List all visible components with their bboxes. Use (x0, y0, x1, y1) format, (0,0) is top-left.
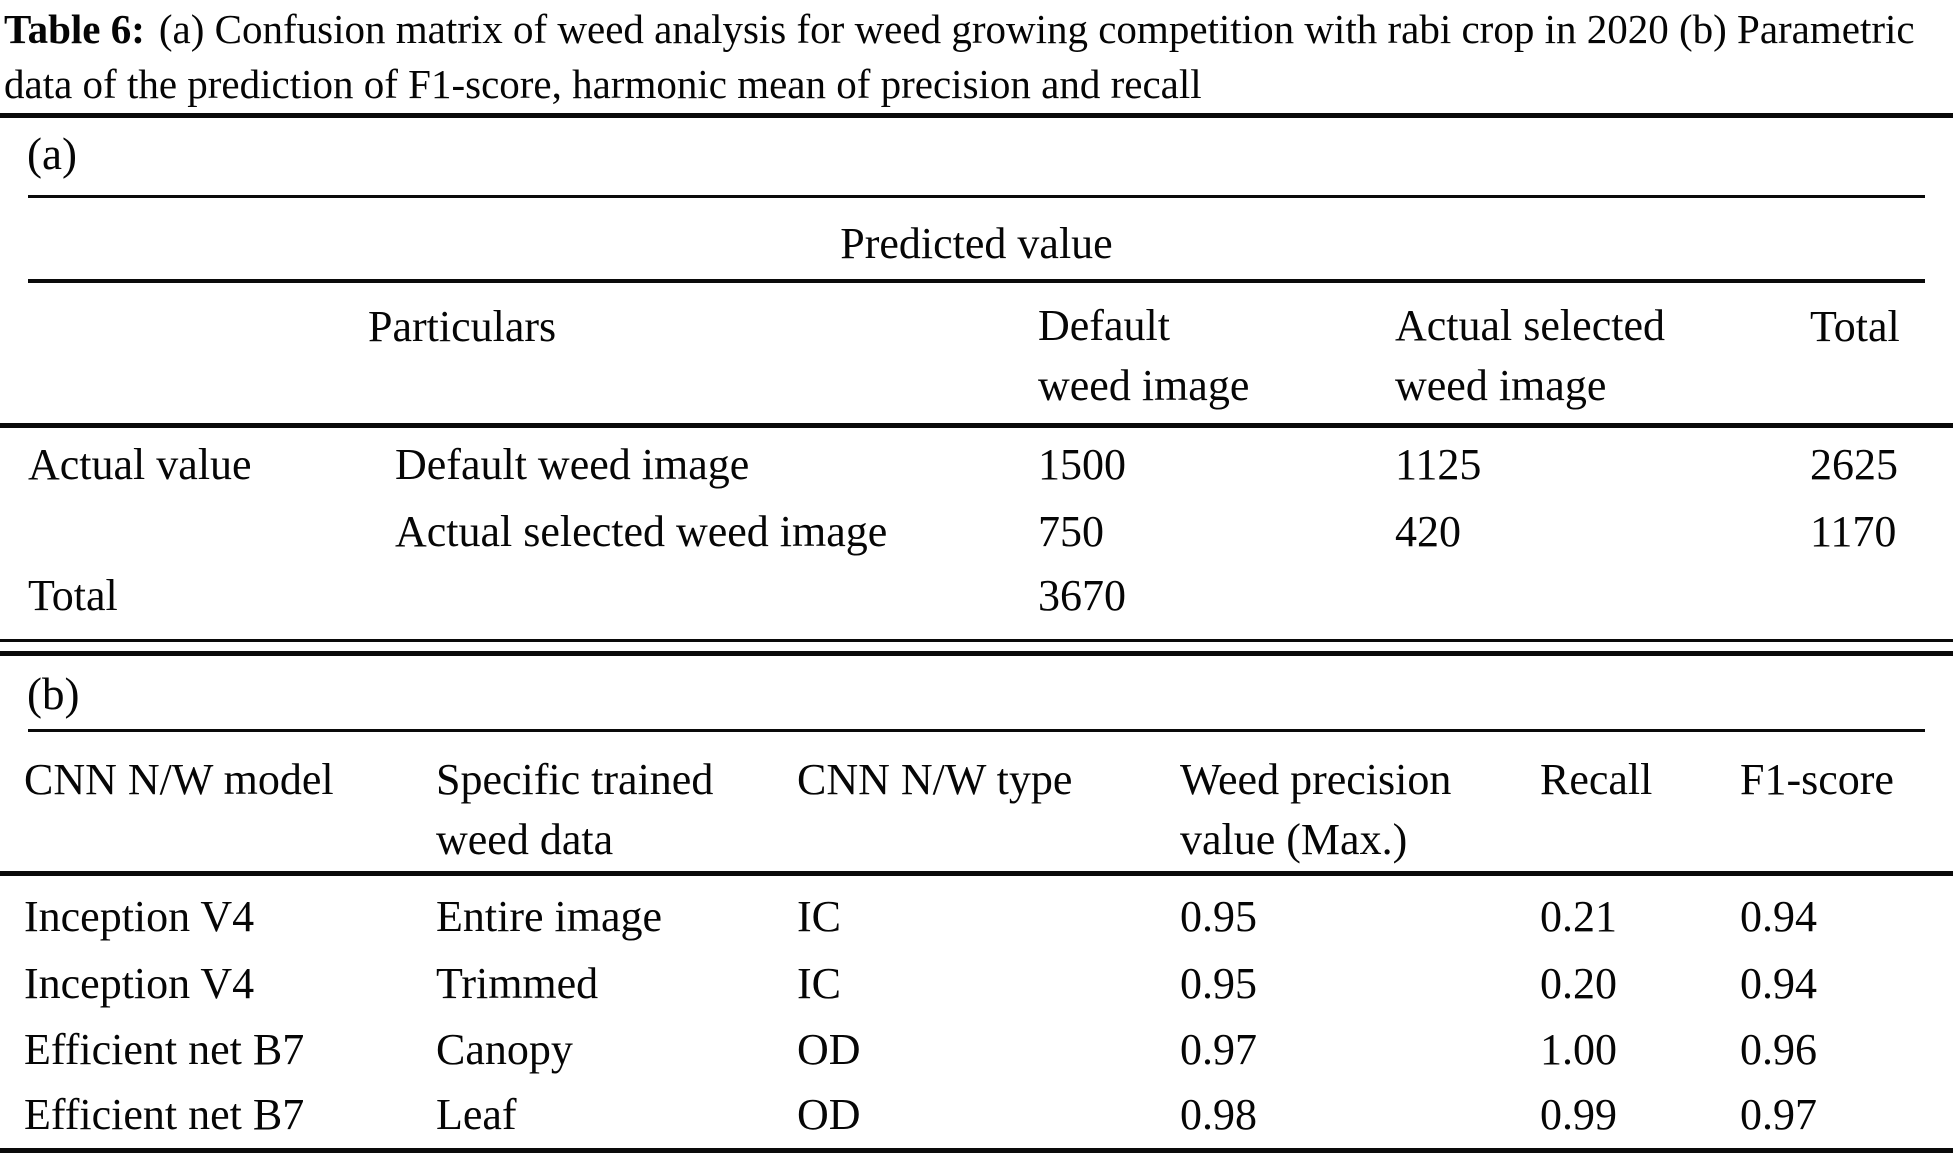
table-cell: Efficient net B7 (24, 1025, 305, 1074)
horizontal-rule-bottom (0, 1148, 1953, 1153)
table-cell: 0.21 (1540, 892, 1617, 941)
horizontal-rule-double-bottom (0, 651, 1953, 656)
table-caption: Table 6: (a) Confusion matrix of weed ana… (4, 2, 1952, 112)
table-cell: 2625 (1810, 440, 1898, 489)
table-cell: 1500 (1038, 440, 1126, 489)
table-cell: OD (797, 1090, 861, 1139)
table-cell: Inception V4 (24, 892, 255, 941)
row-group-label: Actual value (28, 440, 252, 489)
table-cell: 0.94 (1740, 892, 1817, 941)
horizontal-rule (0, 871, 1953, 876)
table-cell: 0.98 (1180, 1090, 1257, 1139)
table-cell: 0.95 (1180, 959, 1257, 1008)
column-header-default-weed-image: Default weed image (1038, 301, 1250, 410)
column-header-f1-score: F1-score (1740, 755, 1894, 804)
table-cell: 1.00 (1540, 1025, 1617, 1074)
caption-label: Table 6: (4, 6, 145, 52)
horizontal-rule (28, 279, 1925, 283)
table-cell: IC (797, 892, 841, 941)
column-header-particulars: Particulars (368, 302, 557, 351)
table-cell: Canopy (436, 1025, 573, 1074)
table-cell: 750 (1038, 507, 1104, 556)
table-cell: 0.95 (1180, 892, 1257, 941)
table-cell: OD (797, 1025, 861, 1074)
section-b-label: (b) (27, 669, 80, 719)
table-cell: 420 (1395, 507, 1461, 556)
column-header-actual-selected-weed-image: Actual selected weed image (1395, 301, 1665, 410)
horizontal-rule (0, 423, 1953, 428)
caption-text: (a) Confusion matrix of weed analysis fo… (4, 6, 1915, 107)
total-row-label: Total (28, 571, 118, 620)
horizontal-rule (28, 195, 1925, 198)
section-a-label: (a) (27, 129, 77, 179)
table-cell: 0.97 (1740, 1090, 1817, 1139)
column-header-weed-precision: Weed precision value (Max.) (1180, 755, 1452, 864)
table-cell: 1170 (1810, 507, 1897, 556)
table-cell: Actual selected weed image (395, 507, 888, 556)
table-cell: Inception V4 (24, 959, 255, 1008)
horizontal-rule (28, 729, 1925, 732)
table-cell: Trimmed (436, 959, 599, 1008)
table-cell: Efficient net B7 (24, 1090, 305, 1139)
table-cell: IC (797, 959, 841, 1008)
column-header-recall: Recall (1540, 755, 1653, 804)
predicted-value-header: Predicted value (840, 219, 1113, 268)
table-cell: 0.94 (1740, 959, 1817, 1008)
table-cell: 3670 (1038, 571, 1126, 620)
column-header-cnn-model: CNN N/W model (24, 755, 334, 804)
table-cell: Default weed image (395, 440, 750, 489)
table-cell: 1125 (1395, 440, 1482, 489)
horizontal-rule-top (0, 113, 1953, 118)
column-header-total: Total (1810, 302, 1900, 351)
table-cell: 0.99 (1540, 1090, 1617, 1139)
table-cell: Entire image (436, 892, 663, 941)
column-header-cnn-type: CNN N/W type (797, 755, 1073, 804)
table-cell: 0.97 (1180, 1025, 1257, 1074)
horizontal-rule-double-top (0, 639, 1953, 642)
table-cell: 0.96 (1740, 1025, 1817, 1074)
table-cell: 0.20 (1540, 959, 1617, 1008)
column-header-specific-trained-weed-data: Specific trained weed data (436, 755, 714, 864)
table-cell: Leaf (436, 1090, 517, 1139)
